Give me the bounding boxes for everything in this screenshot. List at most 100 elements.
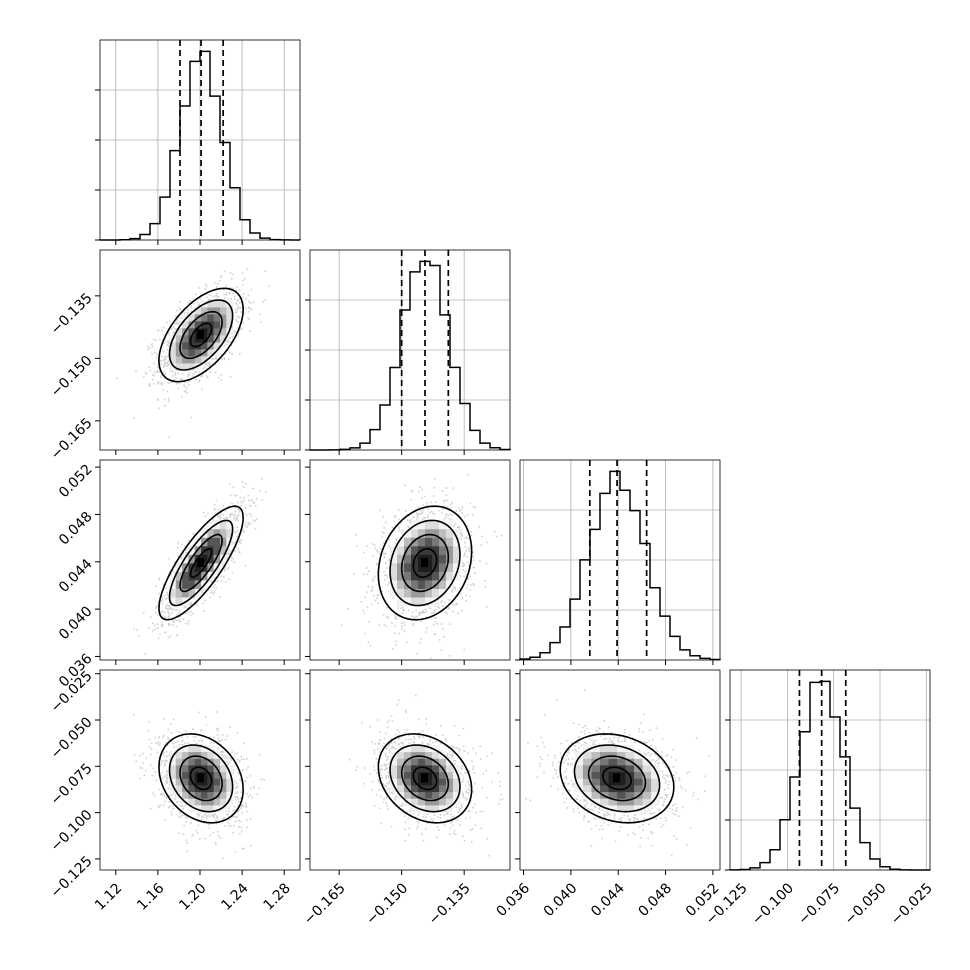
density-cell xyxy=(600,785,609,793)
density-cell xyxy=(608,745,618,753)
density-cell xyxy=(188,588,196,598)
contour-2 xyxy=(389,744,461,813)
density-cell xyxy=(390,571,398,581)
density-cell xyxy=(220,537,227,547)
density-peak xyxy=(197,330,205,339)
density-cell xyxy=(207,307,215,315)
density-cell xyxy=(446,778,454,786)
density-cell xyxy=(390,765,398,773)
density-cell xyxy=(582,785,592,793)
density-cell xyxy=(397,765,405,773)
density-cell xyxy=(188,335,196,343)
density-cell xyxy=(582,751,592,759)
contour-0 xyxy=(412,766,438,791)
density-cell xyxy=(201,758,208,766)
density-cell xyxy=(418,588,426,598)
density-cell xyxy=(201,751,208,759)
density-cell xyxy=(404,745,412,753)
density-cell xyxy=(220,791,227,799)
density-cell xyxy=(390,588,398,598)
density-cell xyxy=(446,785,454,793)
density-cell xyxy=(201,307,208,315)
density-cell xyxy=(220,314,227,322)
density-cell xyxy=(169,597,177,606)
density-cell xyxy=(446,791,454,799)
contour-1 xyxy=(179,310,223,360)
density-cell xyxy=(425,771,433,779)
density-cell xyxy=(201,791,208,799)
density-cell xyxy=(411,597,419,606)
x-tick-label: −0.100 xyxy=(749,880,797,928)
density-cell xyxy=(411,545,419,555)
contour-3 xyxy=(559,733,675,824)
density-cell xyxy=(226,321,234,329)
x-tick-label: 0.040 xyxy=(541,880,581,920)
density-cell xyxy=(582,765,592,773)
density-cell xyxy=(404,771,412,779)
density-cell xyxy=(425,758,433,766)
density-cell xyxy=(201,328,208,336)
density-cell xyxy=(617,805,626,813)
density-cell xyxy=(432,785,440,793)
density-cell xyxy=(446,798,454,806)
density-cell xyxy=(411,751,419,759)
density-cell xyxy=(439,545,447,555)
density-cell xyxy=(175,751,183,759)
density-cell xyxy=(194,588,202,598)
density-cell xyxy=(220,335,227,343)
density-cell xyxy=(220,300,227,308)
density-cell xyxy=(446,580,454,589)
density-cell xyxy=(404,537,412,547)
density-cell xyxy=(617,771,626,779)
density-cell xyxy=(625,798,635,806)
density-cell xyxy=(220,798,227,806)
density-cell xyxy=(411,562,419,572)
density-cell xyxy=(201,335,208,343)
density-cell xyxy=(404,588,412,598)
density-cell xyxy=(194,571,202,581)
density-cell xyxy=(188,771,196,779)
density-cell xyxy=(425,798,433,806)
density-cell xyxy=(600,798,609,806)
panel-frame xyxy=(309,459,511,661)
density-cell xyxy=(194,805,202,813)
contour-2 xyxy=(389,519,461,607)
y-tick-label: −0.135 xyxy=(48,290,96,338)
density-cell xyxy=(600,771,609,779)
density-cell xyxy=(213,342,221,350)
density-cell xyxy=(404,571,412,581)
density-cell xyxy=(207,528,215,538)
density-cell xyxy=(404,751,412,759)
density-cell xyxy=(188,751,196,759)
density-cell xyxy=(418,597,426,606)
density-cell xyxy=(582,791,592,799)
density-cell xyxy=(194,751,202,759)
density-cell xyxy=(220,328,227,336)
density-cell xyxy=(213,778,221,786)
density-cell xyxy=(642,785,652,793)
density-cell xyxy=(432,778,440,786)
density-cell xyxy=(169,771,177,779)
density-cell xyxy=(600,758,609,766)
density-cell xyxy=(582,745,592,753)
density-cell xyxy=(188,349,196,357)
density-cell xyxy=(634,778,644,786)
histogram-panel-1 xyxy=(305,249,511,455)
density-cell xyxy=(453,798,461,806)
density-cell xyxy=(411,528,419,538)
density-cell xyxy=(404,580,412,589)
density-cell xyxy=(625,791,635,799)
density-cell xyxy=(182,342,189,350)
contour-3 xyxy=(158,505,244,621)
density-cell xyxy=(446,771,454,779)
density-cell xyxy=(169,785,177,793)
density-cell xyxy=(201,785,208,793)
density-cell xyxy=(574,785,584,793)
density-cell xyxy=(182,349,189,357)
y-tick-label: 0.040 xyxy=(56,603,96,643)
density-cell xyxy=(397,571,405,581)
density-cell xyxy=(432,597,440,606)
density-cell xyxy=(207,300,215,308)
density-cell xyxy=(220,307,227,315)
density-cell xyxy=(226,314,234,322)
